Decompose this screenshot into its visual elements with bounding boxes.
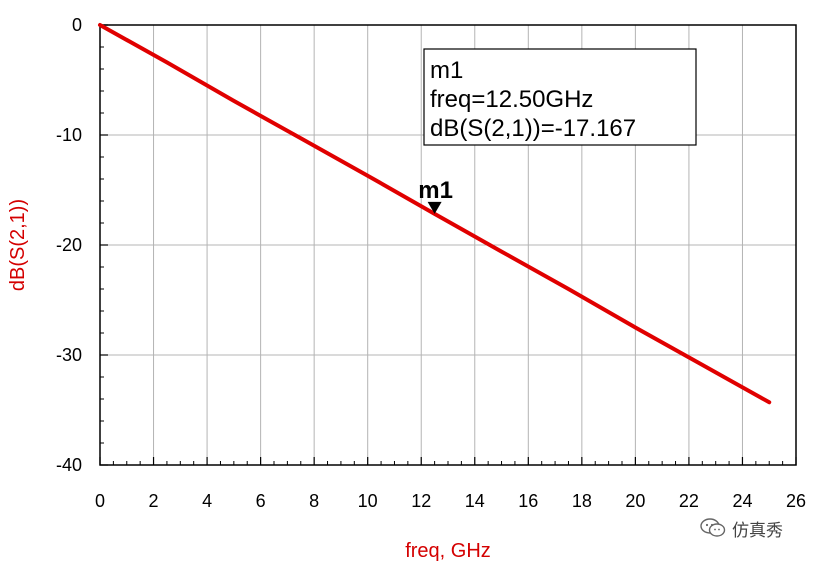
y-tick-label: -40 [56,455,82,475]
x-tick-label: 22 [679,491,699,511]
marker-label: m1 [418,177,453,204]
watermark: 仿真秀 [700,515,810,541]
y-tick-labels: 0 -10 -20 -30 -40 [56,15,82,475]
x-tick-label: 12 [411,491,431,511]
x-tick-label: 14 [465,491,485,511]
watermark-text: 仿真秀 [732,520,783,541]
x-axis-label: freq, GHz [405,540,491,562]
ticks [99,24,797,466]
readout-freq: freq=12.50GHz [430,86,593,113]
x-tick-label: 26 [786,491,806,511]
x-tick-label: 10 [358,491,378,511]
x-tick-label: 20 [625,491,645,511]
wechat-icon [700,518,726,537]
x-tick-label: 6 [256,491,266,511]
x-tick-label: 0 [95,491,105,511]
y-tick-label: 0 [72,15,82,35]
x-tick-label: 18 [572,491,592,511]
x-tick-labels: 0 2 4 6 8 10 12 14 16 18 20 22 24 26 [95,491,806,511]
y-tick-label: -30 [56,345,82,365]
marker-readout-box[interactable] [423,48,697,146]
x-tick-label: 4 [202,491,212,511]
y-tick-label: -20 [56,235,82,255]
x-tick-label: 16 [518,491,538,511]
x-tick-label: 8 [309,491,319,511]
series-points [99,24,770,403]
marker-triangle-icon[interactable] [427,201,442,214]
y-tick-label: -10 [56,125,82,145]
readout-value: dB(S(2,1))=-17.167 [430,115,636,142]
readout-marker-name: m1 [430,57,463,84]
x-tick-label: 24 [732,491,752,511]
y-axis-label: dB(S(2,1)) [7,199,29,291]
x-tick-label: 2 [149,491,159,511]
